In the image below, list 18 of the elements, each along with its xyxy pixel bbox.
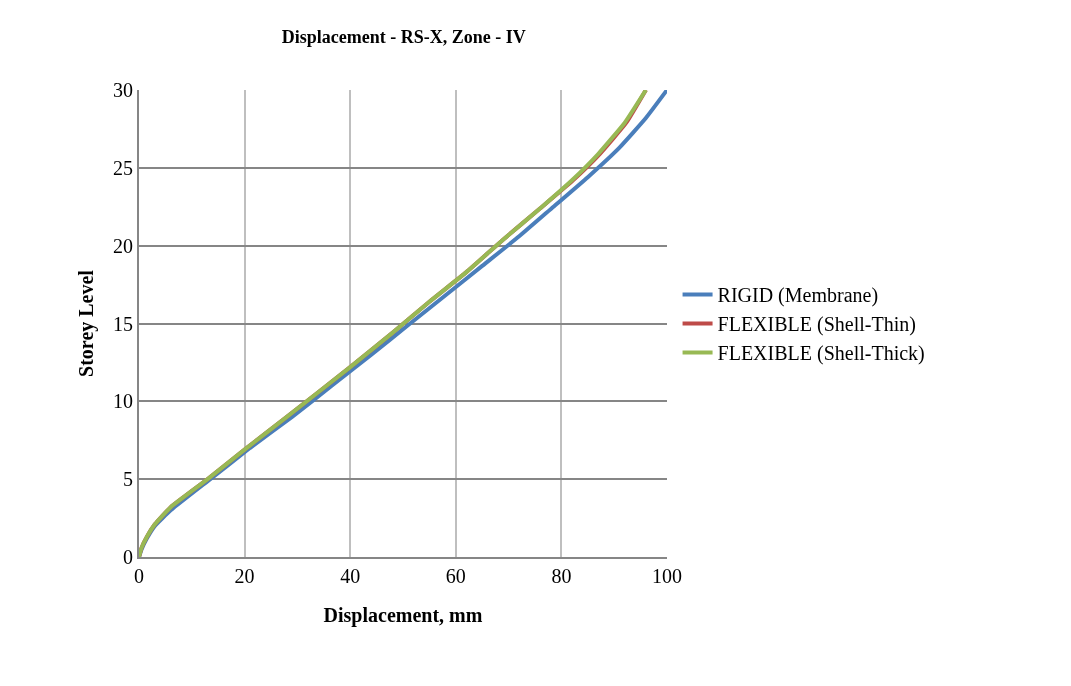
chart-title: Displacement - RS-X, Zone - IV	[281, 27, 526, 48]
y-tick-label: 20	[113, 234, 133, 257]
legend-label: FLEXIBLE (Shell-Thick)	[717, 342, 925, 366]
legend-label: FLEXIBLE (Shell-Thin)	[717, 313, 916, 337]
x-tick-label: 60	[445, 565, 466, 587]
x-tick-label: 100	[652, 565, 682, 587]
x-axis-title: Displacement, mm	[323, 604, 483, 627]
y-tick-label: 5	[123, 468, 133, 491]
y-tick-label: 30	[113, 79, 133, 101]
y-tick-label: 15	[113, 312, 133, 335]
x-tick-label: 20	[234, 565, 255, 587]
y-tick-label: 25	[113, 156, 133, 179]
x-tick-label: 80	[551, 565, 572, 587]
legend-label: RIGID (Membrane)	[717, 284, 879, 308]
y-axis-title: Storey Level	[75, 269, 98, 377]
y-tick-label: 0	[123, 546, 133, 568]
x-tick-label: 40	[340, 565, 361, 587]
y-tick-label: 10	[113, 390, 133, 413]
